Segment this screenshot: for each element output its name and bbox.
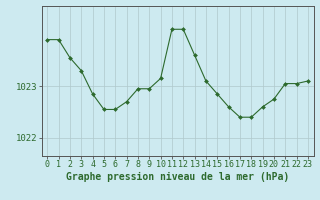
X-axis label: Graphe pression niveau de la mer (hPa): Graphe pression niveau de la mer (hPa)	[66, 172, 289, 182]
